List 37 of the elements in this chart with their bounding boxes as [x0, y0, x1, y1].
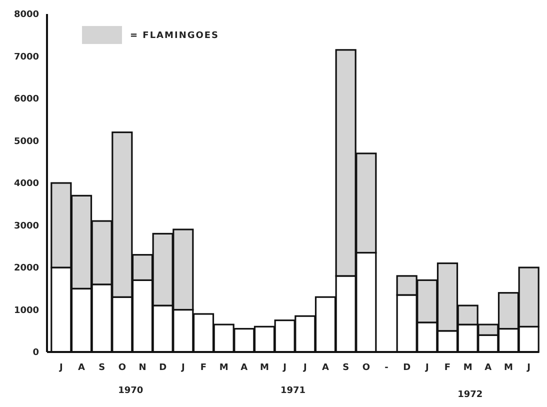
x-tick-label: M	[504, 363, 514, 373]
y-tick-label: 2000	[14, 264, 39, 274]
y-tick-label: 6000	[14, 94, 39, 105]
text: 1972	[458, 390, 483, 400]
y-tick-label: 4000	[14, 179, 39, 190]
x-tick-label: J	[58, 363, 63, 373]
x-tick-label: O	[362, 363, 370, 373]
y-tick-label: 8000	[14, 10, 39, 20]
y-tick-label: 0	[32, 348, 39, 358]
x-tick-label: N	[138, 363, 146, 373]
x-tick-label: J	[282, 363, 287, 373]
x-tick-label: D	[159, 363, 167, 373]
legend-label: = FLAMINGOES	[130, 31, 220, 42]
x-tick-label: O	[118, 363, 126, 373]
x-tick-label: M	[219, 363, 228, 373]
text: 1971	[280, 386, 306, 396]
x-tick-label: S	[342, 363, 350, 373]
text: 1970	[118, 386, 144, 396]
x-tick-label: A	[322, 363, 330, 373]
x-tick-label: -	[384, 363, 389, 373]
x-tick-label: M	[463, 363, 472, 373]
x-tick-label: D	[403, 363, 411, 373]
x-tick-label: S	[98, 363, 106, 373]
y-tick-label: 3000	[14, 221, 39, 232]
y-tick-label: 5000	[14, 136, 39, 147]
y-tick-label: 7000	[14, 52, 39, 62]
x-tick-label: A	[240, 363, 248, 373]
x-tick-label: A	[484, 363, 492, 373]
x-tick-label: F	[444, 363, 451, 373]
x-tick-label: J	[424, 363, 429, 373]
x-tick-label: M	[260, 363, 270, 373]
x-tick-label: F	[200, 363, 207, 373]
x-tick-label: J	[180, 363, 185, 373]
y-tick-label: 1000	[14, 306, 39, 316]
x-tick-label: A	[78, 363, 86, 373]
x-tick-label: J	[302, 363, 307, 373]
x-tick-label: J	[526, 363, 531, 373]
